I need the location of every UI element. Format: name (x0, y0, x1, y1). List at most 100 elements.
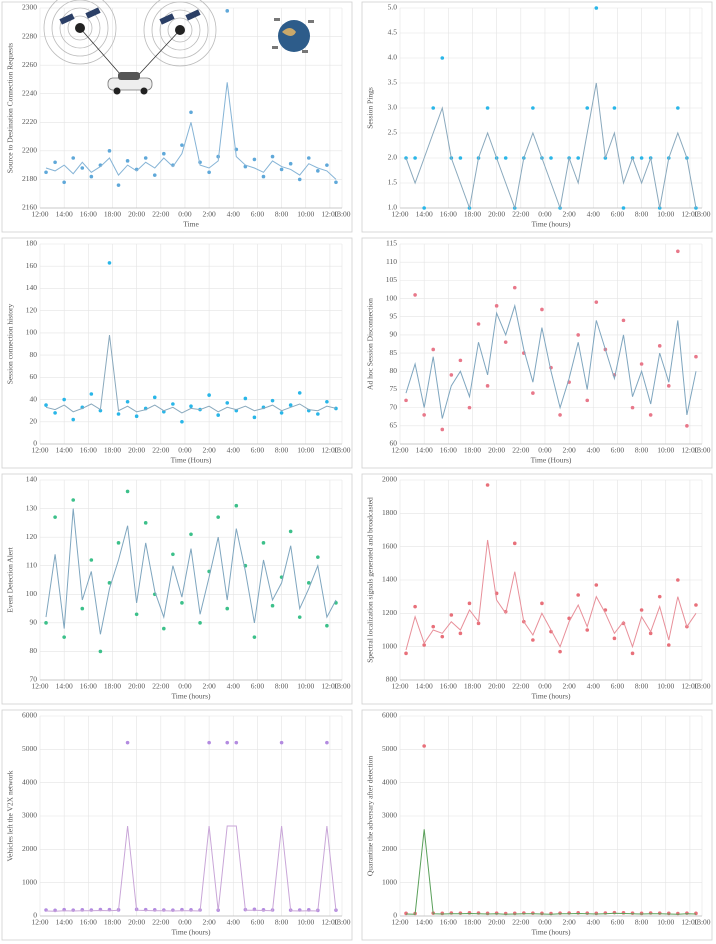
series-line (405, 829, 697, 915)
x-tick-label: 2:00 (202, 682, 216, 691)
data-point (549, 156, 553, 160)
data-point (621, 911, 626, 915)
x-tick-label: 2:00 (562, 210, 576, 219)
y-tick-label: 100 (26, 328, 38, 337)
data-point (189, 110, 193, 115)
y-axis-label: Source to Destination Connection Request… (6, 43, 15, 173)
data-point (207, 393, 211, 397)
y-tick-label: 1200 (382, 608, 397, 617)
y-tick-label: 100 (26, 589, 38, 598)
data-point (630, 911, 635, 915)
x-tick-label: 10:00 (297, 918, 314, 927)
data-point (404, 651, 408, 656)
y-tick-label: 70 (30, 675, 38, 684)
x-tick-label: 18:00 (464, 446, 481, 455)
data-point (676, 911, 680, 916)
panel-border (1, 473, 353, 705)
x-tick-label: 16:00 (80, 682, 97, 691)
panel-border (1, 237, 353, 469)
y-tick-label: 3000 (22, 811, 37, 820)
data-point (666, 911, 671, 916)
y-tick-label: 2160 (22, 203, 37, 212)
y-tick-label: 140 (26, 475, 38, 484)
data-point (279, 167, 284, 172)
data-point (243, 396, 248, 401)
data-point (531, 911, 535, 915)
x-tick-label: 14:00 (56, 682, 73, 691)
data-point (125, 489, 130, 494)
y-tick-label: 5000 (22, 744, 37, 753)
x-tick-label: 2:00 (562, 446, 576, 455)
data-point (422, 744, 426, 748)
y-tick-label: 2180 (22, 174, 37, 183)
data-point (594, 911, 599, 916)
x-tick-label: 14:00 (416, 682, 433, 691)
data-point (458, 156, 463, 160)
data-point (512, 541, 517, 546)
x-tick-label: 4:00 (227, 446, 241, 455)
y-tick-label: 4000 (22, 777, 37, 786)
x-tick-label: 12:00 (31, 210, 48, 219)
chart-panel: 1.0 1.5 2.0 2.5 3.0 3.5 4.0 4.5 5.0 12:00 14:00 16:… (361, 1, 713, 233)
x-tick-label: 13:00 (693, 210, 710, 219)
data-point (531, 106, 535, 110)
y-tick-label: 80 (390, 366, 398, 375)
x-tick-label: 22:00 (512, 682, 529, 691)
y-axis-label: Ad hoc Session Disconnection (366, 298, 375, 390)
y-tick-label: 1000 (22, 877, 37, 886)
x-tick-label: 14:00 (56, 446, 73, 455)
y-tick-label: 1600 (382, 541, 397, 550)
data-point (630, 405, 635, 410)
data-point (225, 740, 230, 745)
data-point (171, 402, 175, 406)
y-tick-label: 2300 (22, 3, 37, 12)
panel-border (361, 473, 713, 705)
data-point (512, 911, 517, 916)
x-tick-label: 12:00 (321, 210, 338, 219)
chart-panel: 0 1000 2000 3000 4000 5000 6000 12:00 14:00 16:00… (1, 709, 353, 941)
chart-panel: 70 80 90 100 110 120 130 140 12:00 14:00 16:00 18:0… (1, 473, 353, 705)
y-tick-label: 1400 (382, 575, 397, 584)
data-point (422, 643, 426, 647)
y-tick-label: 90 (30, 618, 38, 627)
data-point (216, 413, 220, 417)
data-point (225, 606, 230, 611)
x-tick-label: 10:00 (297, 210, 314, 219)
y-tick-label: 2220 (22, 117, 37, 126)
x-axis-label: Time (183, 220, 199, 229)
y-tick-label: 1000 (382, 877, 397, 886)
data-point (494, 911, 499, 915)
data-point (53, 411, 57, 415)
data-point (485, 106, 490, 110)
x-tick-label: 4:00 (587, 446, 601, 455)
data-point (485, 384, 490, 388)
y-axis-label: Spectral localization signals generated … (366, 497, 375, 663)
data-point (666, 384, 671, 388)
data-point (125, 159, 130, 163)
panel-border (361, 709, 713, 941)
data-point (225, 401, 230, 405)
series-line (405, 82, 697, 210)
data-point (431, 106, 436, 110)
x-tick-label: 12:00 (31, 918, 48, 927)
data-point (458, 911, 463, 915)
y-axis-label: Session Pings (366, 87, 375, 129)
x-tick-label: 18:00 (104, 682, 121, 691)
data-point (162, 626, 166, 631)
data-point (657, 344, 662, 348)
data-point (134, 414, 139, 419)
x-tick-label: 2:00 (202, 210, 216, 219)
y-tick-label: 90 (390, 330, 398, 339)
x-tick-label: 13:00 (693, 682, 710, 691)
y-tick-label: 115 (386, 239, 397, 248)
data-point (234, 740, 239, 745)
data-point (180, 419, 184, 424)
y-axis-label: Session connection history (6, 304, 15, 385)
data-point (449, 911, 454, 915)
x-tick-label: 12:00 (391, 446, 408, 455)
y-tick-label: 140 (26, 283, 38, 292)
x-tick-label: 20:00 (488, 682, 505, 691)
y-tick-label: 160 (26, 261, 38, 270)
data-point (62, 180, 66, 185)
